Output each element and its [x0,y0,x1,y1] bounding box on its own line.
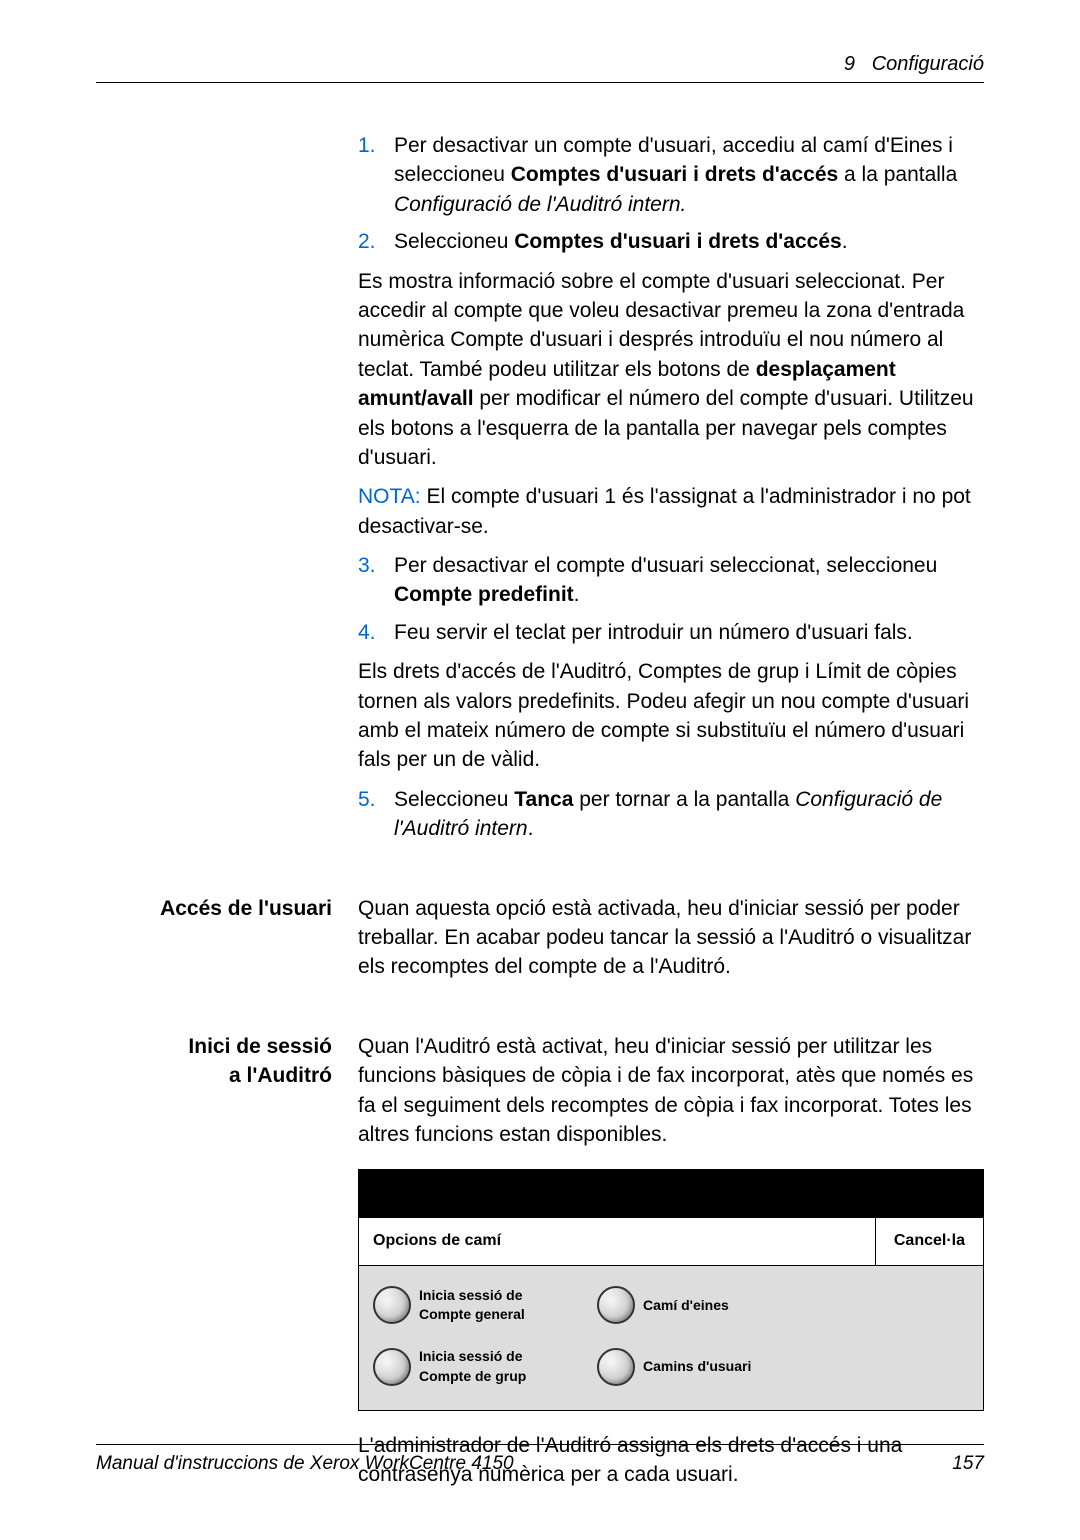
chapter-number: 9 [844,53,855,75]
step-text: Seleccioneu Tanca per tornar a la pantal… [394,785,984,844]
step-number: 2. [358,227,394,256]
italic-fragment: Configuració de l'Auditró intern. [394,193,686,216]
header-divider [96,82,984,83]
section-label: Inici de sessió a l'Auditró [96,1032,358,1490]
text-fragment: per tornar a la pantalla [573,788,795,811]
text-fragment: Seleccioneu [394,788,514,811]
chapter-title: Configuració [872,53,984,75]
step-text: Per desactivar un compte d'usuari, acced… [394,131,984,219]
page-footer: Manual d'instruccions de Xerox WorkCentr… [96,1444,984,1478]
step-number: 4. [358,618,394,647]
step-text: Per desactivar el compte d'usuari selecc… [394,551,984,610]
header-text: 9 Configuració [96,50,984,78]
page-container: 9 Configuració 1. Per desactivar un comp… [0,0,1080,1540]
bold-fragment: Comptes d'usuari i drets d'accés [511,163,838,186]
main-content: 1. Per desactivar un compte d'usuari, ac… [358,131,984,844]
step-3: 3. Per desactivar el compte d'usuari sel… [358,551,984,610]
radio-icon [597,1348,635,1386]
page-header: 9 Configuració [96,50,984,83]
footer-row: Manual d'instruccions de Xerox WorkCentr… [96,1451,984,1478]
label-line: a l'Auditró [229,1064,332,1087]
ui-body: Inicia sessió de Compte general Camí d'e… [359,1266,983,1410]
radio-icon [373,1286,411,1324]
step-4: 4. Feu servir el teclat per introduir un… [358,618,984,647]
text-fragment: . [574,583,580,606]
note-label: NOTA: [358,485,421,508]
step-text: Feu servir el teclat per introduir un nú… [394,618,984,647]
button-label: Camí d'eines [643,1296,729,1316]
footer-divider [96,1444,984,1445]
text-fragment: a la pantalla [838,163,957,186]
bold-fragment: Comptes d'usuari i drets d'accés [514,230,841,253]
section-inici-sessio: Inici de sessió a l'Auditró Quan l'Audit… [96,1032,984,1490]
step-number: 3. [358,551,394,610]
paragraph: Els drets d'accés de l'Auditró, Comptes … [358,657,984,775]
text-fragment: Seleccioneu [394,230,514,253]
section-acces-usuari: Accés de l'usuari Quan aquesta opció est… [96,894,984,982]
user-paths-button[interactable]: Camins d'usuari [597,1347,751,1386]
paragraph: Es mostra informació sobre el compte d'u… [358,267,984,473]
step-number: 5. [358,785,394,844]
button-label: Camins d'usuari [643,1357,751,1377]
section-label: Accés de l'usuari [96,894,358,982]
radio-icon [597,1286,635,1324]
bold-fragment: Tanca [514,788,573,811]
note-text: El compte d'usuari 1 és l'assignat a l'a… [358,485,971,537]
button-label: Inicia sessió de Compte de grup [419,1347,569,1386]
login-general-account-button[interactable]: Inicia sessió de Compte general [373,1286,569,1325]
ui-row: Inicia sessió de Compte de grup Camins d… [373,1347,969,1386]
login-group-account-button[interactable]: Inicia sessió de Compte de grup [373,1347,569,1386]
step-1: 1. Per desactivar un compte d'usuari, ac… [358,131,984,219]
step-2: 2. Seleccioneu Comptes d'usuari i drets … [358,227,984,256]
text-fragment: . [842,230,848,253]
label-line: Inici de sessió [188,1035,332,1058]
cancel-button[interactable]: Cancel·la [875,1218,983,1264]
ui-row: Inicia sessió de Compte general Camí d'e… [373,1286,969,1325]
button-label: Inicia sessió de Compte general [419,1286,569,1325]
ui-screenshot: Opcions de camí Cancel·la Inicia sessió … [358,1169,984,1411]
section-content: Quan aquesta opció està activada, heu d'… [358,894,984,982]
tools-path-button[interactable]: Camí d'eines [597,1286,729,1325]
radio-icon [373,1348,411,1386]
section-text: Quan l'Auditró està activat, heu d'inici… [358,1032,984,1150]
page-number: 157 [952,1451,984,1478]
ui-header: Opcions de camí Cancel·la [359,1218,983,1265]
footer-title: Manual d'instruccions de Xerox WorkCentr… [96,1451,514,1478]
text-fragment: Per desactivar el compte d'usuari selecc… [394,554,937,577]
step-text: Seleccioneu Comptes d'usuari i drets d'a… [394,227,984,256]
bold-fragment: Compte predefinit [394,583,574,606]
ui-topbar [359,1170,983,1218]
ui-title: Opcions de camí [359,1218,515,1264]
step-5: 5. Seleccioneu Tanca per tornar a la pan… [358,785,984,844]
step-number: 1. [358,131,394,219]
note-paragraph: NOTA: El compte d'usuari 1 és l'assignat… [358,482,984,541]
section-content: Quan l'Auditró està activat, heu d'inici… [358,1032,984,1490]
text-fragment: . [528,817,534,840]
